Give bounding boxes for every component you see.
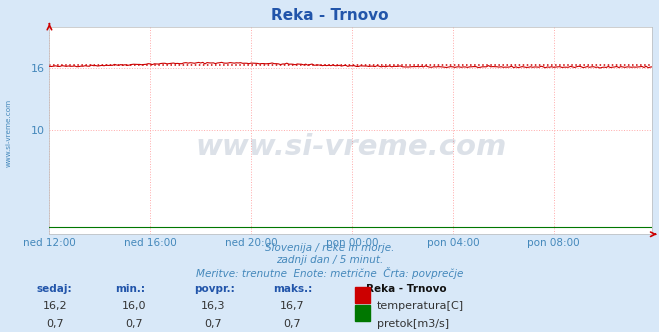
Text: www.si-vreme.com: www.si-vreme.com bbox=[5, 99, 12, 167]
Text: min.:: min.: bbox=[115, 284, 146, 294]
Text: 16,3: 16,3 bbox=[200, 301, 225, 311]
Text: temperatura[C]: temperatura[C] bbox=[377, 301, 464, 311]
Text: Reka - Trnovo: Reka - Trnovo bbox=[271, 8, 388, 23]
Text: 0,7: 0,7 bbox=[283, 319, 301, 329]
Text: 0,7: 0,7 bbox=[46, 319, 63, 329]
Text: zadnji dan / 5 minut.: zadnji dan / 5 minut. bbox=[276, 255, 383, 265]
Text: 16,0: 16,0 bbox=[121, 301, 146, 311]
Text: maks.:: maks.: bbox=[273, 284, 313, 294]
Text: Meritve: trenutne  Enote: metrične  Črta: povprečje: Meritve: trenutne Enote: metrične Črta: … bbox=[196, 267, 463, 279]
Text: pretok[m3/s]: pretok[m3/s] bbox=[377, 319, 449, 329]
Text: Slovenija / reke in morje.: Slovenija / reke in morje. bbox=[265, 243, 394, 253]
Text: 0,7: 0,7 bbox=[125, 319, 142, 329]
Text: 0,7: 0,7 bbox=[204, 319, 221, 329]
Text: povpr.:: povpr.: bbox=[194, 284, 235, 294]
Text: 16,2: 16,2 bbox=[42, 301, 67, 311]
Text: sedaj:: sedaj: bbox=[36, 284, 72, 294]
Text: 16,7: 16,7 bbox=[279, 301, 304, 311]
Text: www.si-vreme.com: www.si-vreme.com bbox=[195, 133, 507, 161]
Text: Reka - Trnovo: Reka - Trnovo bbox=[366, 284, 446, 294]
